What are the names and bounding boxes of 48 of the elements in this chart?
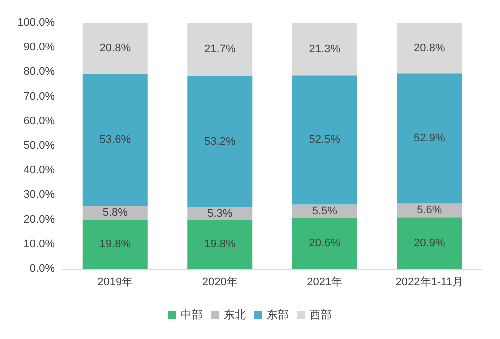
bar — [82, 23, 148, 74]
y-tick-label: 10.0% — [24, 238, 56, 250]
data-label: 19.8% — [204, 238, 236, 251]
y-tick-label: 70.0% — [24, 90, 56, 103]
bar — [397, 23, 462, 74]
legend-label: 东部 — [267, 308, 289, 322]
data-label: 20.8% — [414, 42, 446, 54]
data-label: 19.8% — [100, 238, 132, 251]
data-label: 53.6% — [100, 134, 132, 146]
y-tick-label: 40.0% — [24, 164, 56, 177]
bar — [82, 74, 148, 206]
data-label: 52.5% — [309, 134, 341, 146]
y-tick-label: 50.0% — [24, 140, 56, 152]
y-tick-label: 100.0% — [18, 17, 56, 29]
bar — [82, 220, 148, 269]
y-tick-label: 90.0% — [24, 42, 56, 54]
data-label: 21.3% — [309, 43, 341, 56]
y-tick-label: 60.0% — [24, 115, 56, 128]
legend-label: 中部 — [181, 308, 203, 322]
data-label: 53.2% — [204, 136, 236, 148]
data-label: 5.6% — [417, 204, 442, 217]
bar — [397, 218, 462, 269]
bar — [397, 74, 462, 204]
x-tick-label: 2020年 — [202, 276, 238, 288]
data-label: 20.6% — [309, 238, 341, 250]
bar — [188, 23, 253, 76]
bar — [188, 76, 253, 208]
data-label: 5.3% — [208, 208, 233, 220]
data-label: 20.8% — [100, 42, 132, 55]
legend-label: 西部 — [310, 308, 332, 322]
x-tick-label: 2019年 — [98, 276, 134, 288]
bar — [82, 206, 148, 220]
y-tick-label: 30.0% — [24, 189, 56, 202]
legend-label: 东北 — [224, 308, 246, 322]
y-tick-label: 80.0% — [24, 66, 56, 78]
bar — [292, 218, 358, 269]
data-label: 20.9% — [414, 237, 446, 250]
data-label: 52.9% — [414, 132, 446, 145]
bar — [292, 23, 358, 76]
bar — [292, 76, 358, 205]
x-tick-label: 2021年 — [307, 276, 343, 288]
data-label: 21.7% — [204, 44, 236, 56]
y-tick-label: 20.0% — [24, 214, 56, 226]
data-label: 5.8% — [102, 207, 128, 220]
x-tick-label: 2022年1-11月 — [396, 276, 464, 288]
data-label: 5.5% — [312, 206, 338, 218]
y-tick-label: 0.0% — [30, 263, 56, 275]
bar — [188, 220, 253, 269]
